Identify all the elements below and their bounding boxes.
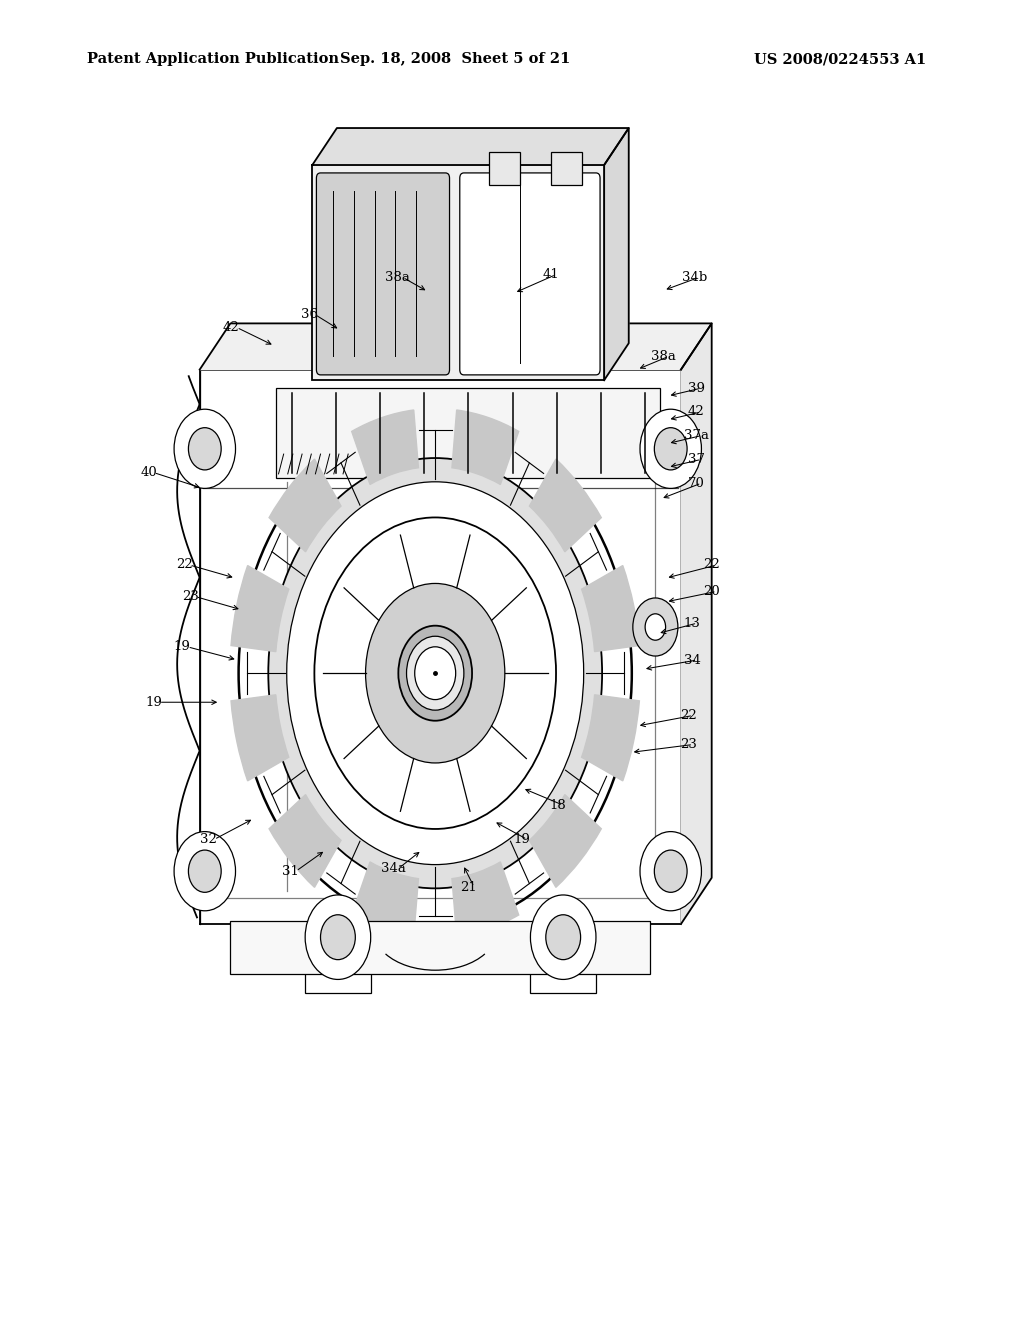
Circle shape [321, 915, 355, 960]
Text: 39: 39 [688, 381, 705, 395]
Text: 70: 70 [688, 477, 705, 490]
Bar [276, 388, 660, 478]
Circle shape [305, 895, 371, 979]
Wedge shape [529, 795, 601, 887]
Wedge shape [269, 459, 341, 552]
Text: 22: 22 [703, 558, 720, 572]
Wedge shape [582, 694, 639, 781]
Wedge shape [351, 411, 419, 484]
Wedge shape [231, 694, 289, 781]
Ellipse shape [268, 458, 602, 888]
Text: 38a: 38a [385, 271, 410, 284]
Text: Patent Application Publication: Patent Application Publication [87, 53, 339, 66]
Ellipse shape [645, 614, 666, 640]
Text: 22: 22 [176, 558, 193, 572]
Circle shape [174, 832, 236, 911]
Bar [230, 921, 650, 974]
Bar [551, 152, 582, 185]
Circle shape [640, 832, 701, 911]
Wedge shape [452, 411, 519, 484]
Text: 19: 19 [145, 696, 162, 709]
Ellipse shape [287, 482, 584, 865]
Text: 41: 41 [543, 268, 559, 281]
Polygon shape [312, 128, 629, 165]
Text: 32: 32 [201, 833, 217, 846]
Text: 36: 36 [301, 308, 317, 321]
Polygon shape [200, 323, 712, 370]
Text: 37a: 37a [684, 429, 709, 442]
Circle shape [188, 428, 221, 470]
Ellipse shape [415, 647, 456, 700]
Text: 34: 34 [684, 653, 700, 667]
Polygon shape [604, 128, 629, 380]
Text: 40: 40 [140, 466, 157, 479]
Wedge shape [351, 862, 419, 936]
Text: 31: 31 [283, 865, 299, 878]
Text: 42: 42 [223, 321, 240, 334]
Ellipse shape [239, 420, 632, 927]
Ellipse shape [366, 583, 505, 763]
Circle shape [654, 850, 687, 892]
Ellipse shape [398, 626, 472, 721]
Text: 37: 37 [688, 453, 705, 466]
Text: Sep. 18, 2008  Sheet 5 of 21: Sep. 18, 2008 Sheet 5 of 21 [341, 53, 570, 66]
Circle shape [654, 428, 687, 470]
Circle shape [530, 895, 596, 979]
Bar [305, 973, 371, 993]
Text: 34b: 34b [682, 271, 707, 284]
FancyBboxPatch shape [460, 173, 600, 375]
Circle shape [174, 409, 236, 488]
Text: 19: 19 [514, 833, 530, 846]
Bar [530, 973, 596, 993]
Text: 42: 42 [688, 405, 705, 418]
Wedge shape [452, 862, 519, 936]
Text: 23: 23 [182, 590, 199, 603]
Circle shape [640, 409, 701, 488]
Ellipse shape [314, 517, 556, 829]
Text: 38a: 38a [651, 350, 676, 363]
Ellipse shape [633, 598, 678, 656]
Text: 20: 20 [703, 585, 720, 598]
Text: 21: 21 [461, 880, 477, 894]
Text: US 2008/0224553 A1: US 2008/0224553 A1 [755, 53, 927, 66]
Text: 13: 13 [684, 616, 700, 630]
Circle shape [546, 915, 581, 960]
FancyBboxPatch shape [316, 173, 450, 375]
Ellipse shape [407, 636, 464, 710]
Wedge shape [529, 459, 601, 552]
Wedge shape [269, 795, 341, 887]
Text: 23: 23 [680, 738, 696, 751]
Circle shape [188, 850, 221, 892]
Polygon shape [681, 323, 712, 924]
Text: 34a: 34a [381, 862, 406, 875]
Text: 18: 18 [550, 799, 566, 812]
Text: 19: 19 [174, 640, 190, 653]
Bar [489, 152, 520, 185]
Text: 22: 22 [680, 709, 696, 722]
Wedge shape [582, 565, 639, 652]
Text: FIG. 5: FIG. 5 [369, 139, 481, 173]
Wedge shape [231, 565, 289, 652]
Bar [312, 165, 604, 380]
